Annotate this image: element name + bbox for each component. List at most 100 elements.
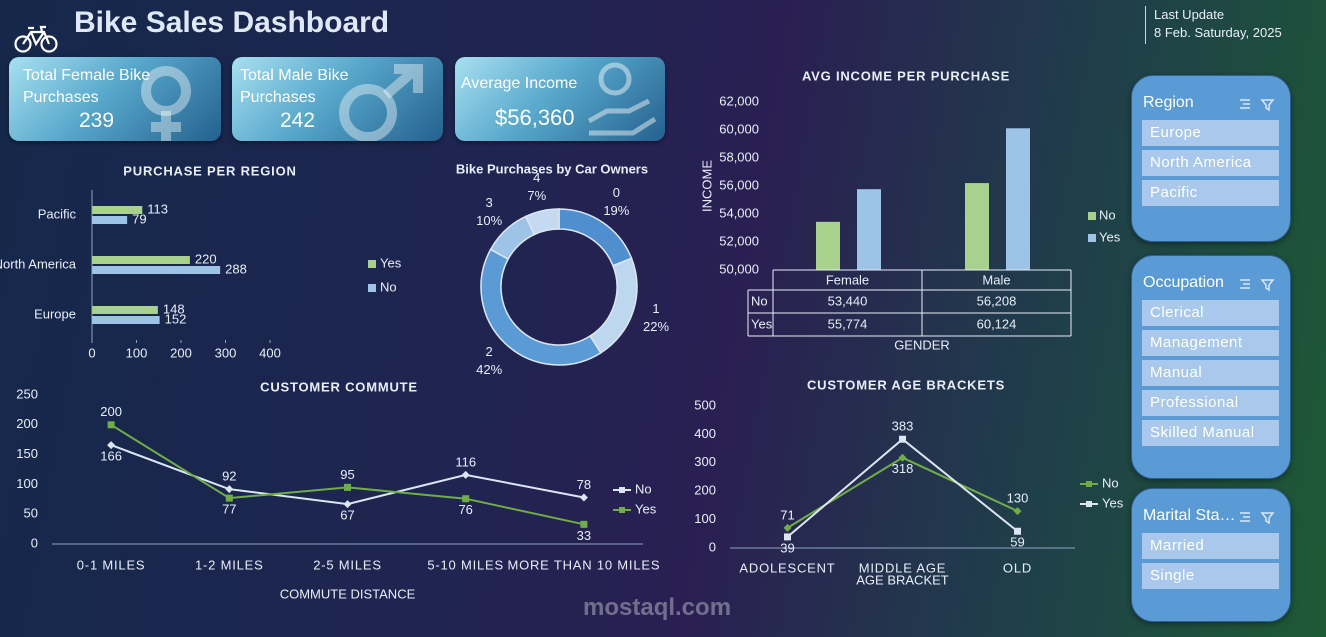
bar [92, 306, 158, 314]
y-tick-label: 56,000 [719, 177, 759, 192]
data-label: 220 [195, 251, 217, 266]
y-tick-label: 58,000 [719, 149, 759, 164]
y-tick-label: 250 [16, 386, 38, 401]
x-tick-label: 0-1 MILES [77, 557, 146, 572]
slicer-item[interactable]: Management [1142, 330, 1279, 356]
data-label: 79 [132, 211, 146, 226]
chart-title: CUSTOMER AGE BRACKETS [807, 377, 1005, 392]
table-row-label: Yes [751, 316, 773, 331]
legend-swatch [368, 284, 376, 292]
data-label: 116 [455, 454, 476, 469]
legend-label: Yes [380, 255, 402, 270]
marker [225, 494, 233, 502]
bar [1006, 128, 1030, 270]
slice-category: 4 [533, 170, 540, 185]
marker [898, 453, 907, 462]
y-tick-label: 200 [694, 483, 716, 498]
slicer-item[interactable]: Manual [1142, 360, 1279, 386]
legend-label: No [1102, 475, 1119, 490]
x-tick-label: 5-10 MILES [427, 557, 504, 572]
slicer-item[interactable]: Skilled Manual [1142, 420, 1279, 446]
y-tick-label: 500 [694, 397, 716, 412]
marker [783, 523, 792, 532]
marker [461, 470, 470, 479]
y-tick-label: 200 [16, 416, 38, 431]
y-tick-label: 50,000 [719, 261, 759, 276]
bar [965, 183, 989, 270]
kpi-value: $56,360 [495, 105, 575, 130]
legend-swatch [1088, 212, 1096, 220]
y-tick-label: 0 [31, 535, 38, 550]
legend-swatch [1088, 234, 1096, 242]
y-tick-label: 100 [16, 476, 38, 491]
bar [857, 189, 881, 270]
y-tick-label: 50 [24, 506, 38, 521]
x-tick-label: Female [826, 272, 869, 287]
bar [92, 256, 190, 264]
legend-label: Yes [1099, 229, 1121, 244]
slicer-item[interactable]: Pacific [1142, 180, 1279, 206]
slice-label: 10% [476, 213, 502, 228]
kpi-card: Total Female Bike Purchases 239 [9, 57, 221, 141]
bar [816, 221, 840, 270]
donut-slice [524, 208, 560, 236]
data-label: 288 [225, 261, 247, 276]
slice-label: 7% [527, 188, 546, 203]
slicer-icons[interactable] [1238, 278, 1276, 292]
legend-label: Yes [635, 501, 657, 516]
slicer-icons[interactable] [1238, 98, 1276, 112]
marker [107, 421, 115, 429]
slicer-panel: Occupation Clerical Management Manual Profes… [1131, 255, 1291, 479]
y-tick-label: 150 [16, 446, 38, 461]
x-tick-label: MORE THAN 10 MILES [507, 557, 660, 572]
legend-label: No [1099, 207, 1116, 222]
legend-marker [619, 507, 625, 513]
slicer-item[interactable]: North America [1142, 150, 1279, 176]
y-tick-label: 400 [694, 426, 716, 441]
slicer-icons[interactable] [1238, 511, 1276, 525]
data-label: 92 [222, 469, 236, 484]
watermark: mostaql.com [583, 594, 732, 621]
slicer-item[interactable]: Clerical [1142, 300, 1279, 326]
chart-title: Bike Purchases by Car Owners [456, 161, 648, 176]
y-tick-label: 100 [694, 511, 716, 526]
last-update-label: Last Update [1154, 7, 1225, 22]
kpi-label: Average Income [461, 75, 578, 92]
data-label: 59 [1010, 535, 1024, 550]
y-tick-label: 60,000 [719, 121, 759, 136]
bar [92, 266, 221, 274]
x-tick-label: OLD [1003, 560, 1032, 575]
marker [462, 495, 470, 503]
data-label: 33 [577, 528, 591, 543]
slice-label: 42% [476, 362, 502, 377]
slicer-panel: Region Europe North America Pacific [1131, 75, 1291, 242]
male-icon [339, 64, 423, 141]
marker [107, 441, 116, 450]
marker [1013, 507, 1022, 516]
y-tick-label: 52,000 [719, 233, 759, 248]
legend-marker [1086, 481, 1092, 487]
slicer-item[interactable]: Married [1142, 533, 1279, 559]
bar [92, 316, 160, 324]
bar [92, 216, 128, 224]
data-label: 95 [340, 467, 354, 482]
donut-slice [480, 248, 602, 366]
donut-slice [589, 257, 638, 354]
slicer-item[interactable]: Single [1142, 563, 1279, 589]
slicer-title: Region [1143, 94, 1194, 111]
slicer-item[interactable]: Professional [1142, 390, 1279, 416]
kpi-label: Total Male Bike Purchases [240, 67, 349, 106]
y-tick-label: North America [0, 256, 77, 271]
data-label: 148 [163, 301, 185, 316]
data-label: 76 [458, 502, 472, 517]
data-label: 67 [340, 508, 354, 523]
kpi-value: 239 [79, 109, 115, 132]
y-tick-label: 54,000 [719, 205, 759, 220]
slicer-item[interactable]: Europe [1142, 120, 1279, 146]
data-label: 152 [165, 311, 187, 326]
x-tick-label: 200 [170, 345, 192, 360]
y-tick-label: Pacific [38, 206, 77, 221]
legend-marker [1086, 501, 1092, 507]
legend-label: Yes [1102, 495, 1124, 510]
